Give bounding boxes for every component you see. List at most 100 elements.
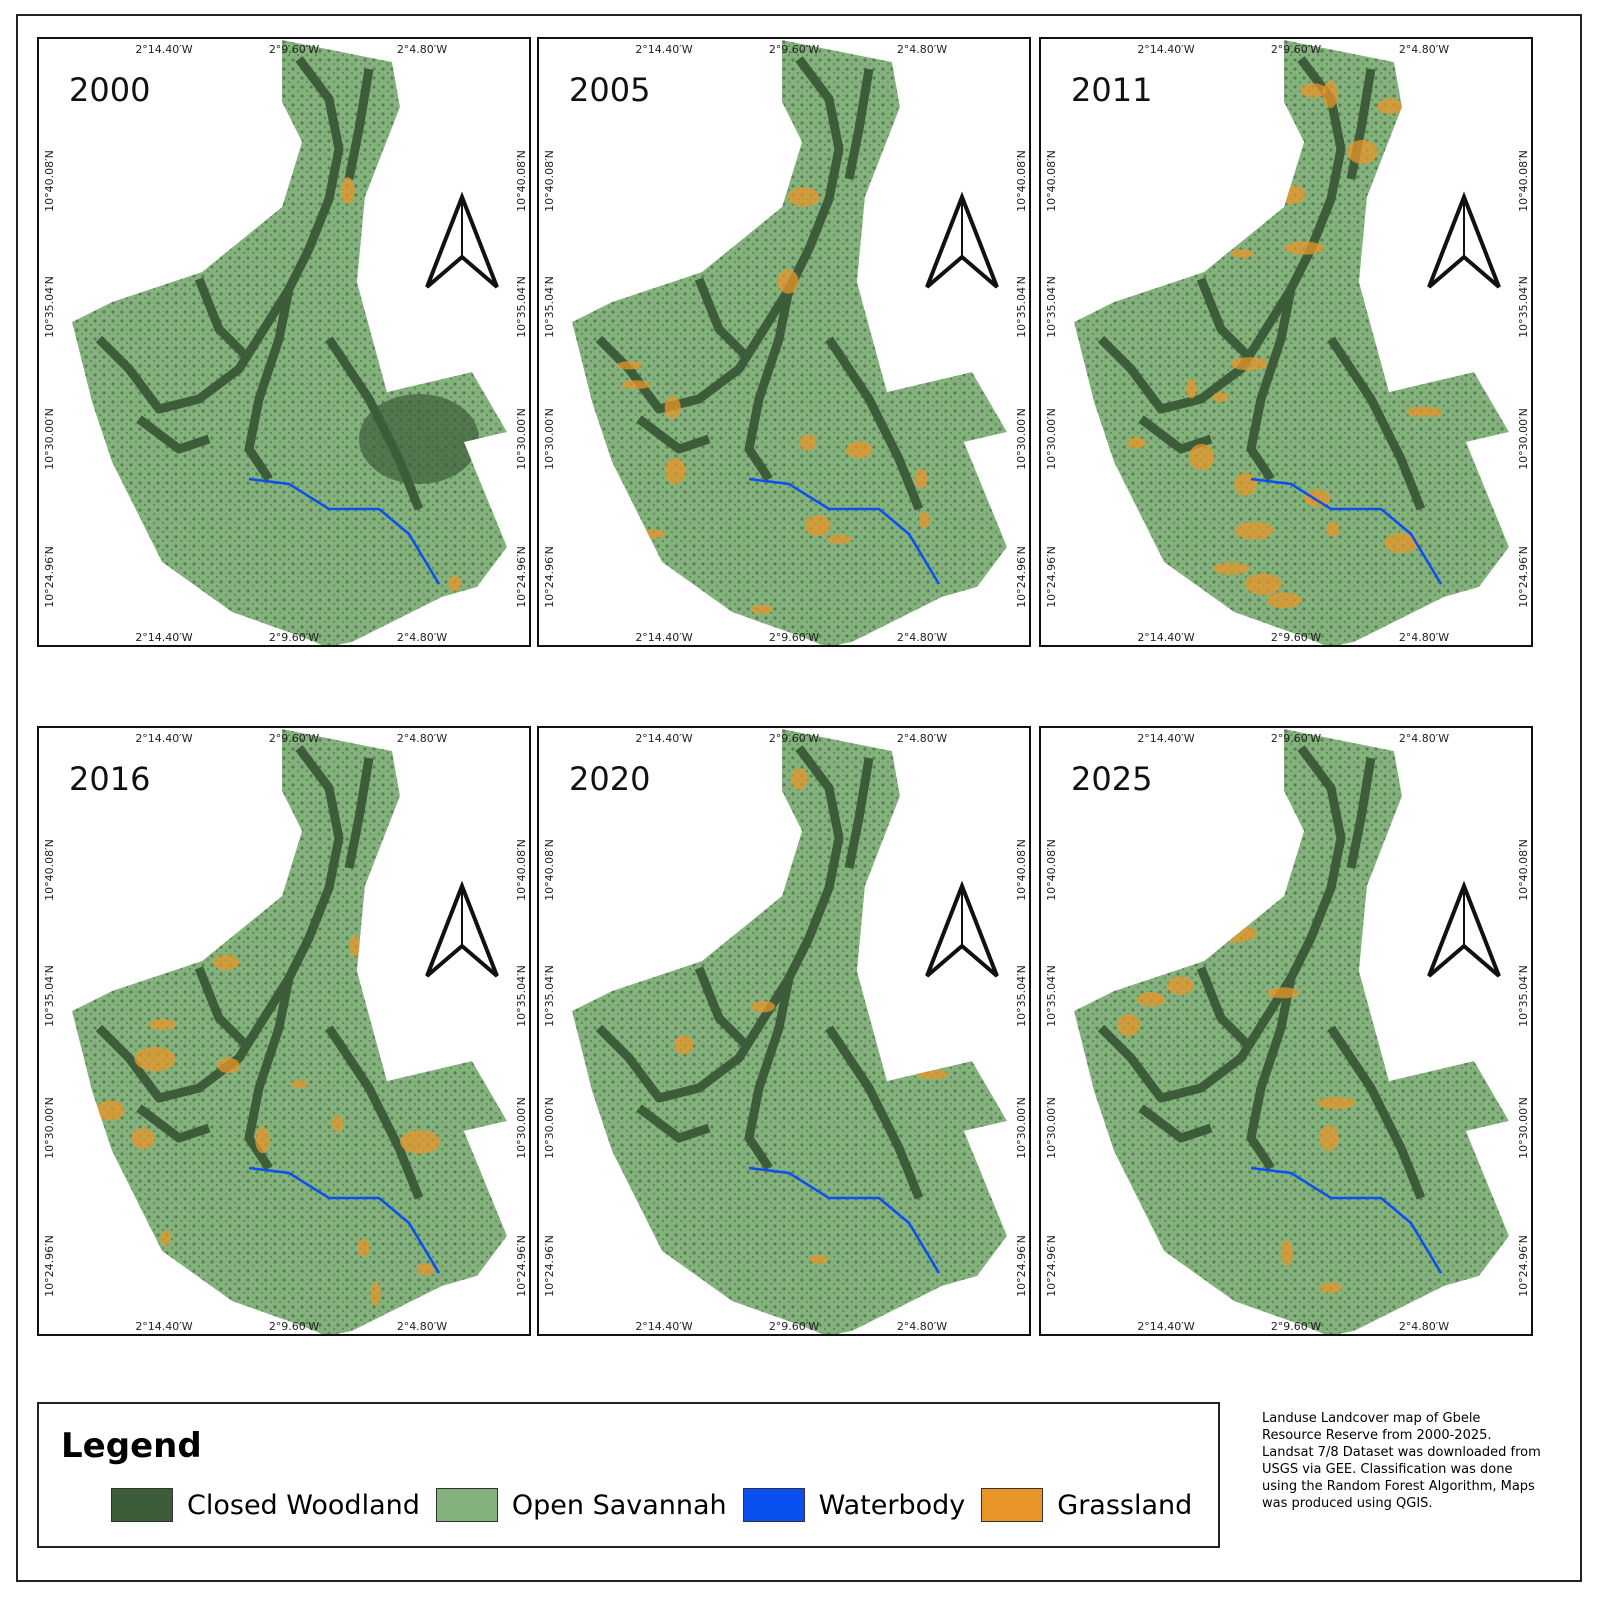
woodland-corridor [244, 977, 294, 1171]
grassland-patch [217, 1057, 240, 1074]
grassland-patch [788, 187, 820, 207]
grassland-patch [846, 441, 873, 459]
grassland-patch [799, 434, 817, 451]
grassland-patch [916, 1023, 940, 1033]
grassland-patch [1180, 838, 1206, 866]
year-label: 2011 [1071, 71, 1152, 109]
reserve-map [572, 40, 1007, 645]
lat-label-right: 10°30.00′N [1015, 408, 1028, 470]
grassland-patch [1304, 489, 1331, 507]
lon-label-bottom: 2°4.80′W [397, 631, 447, 644]
grassland-patch [447, 750, 476, 773]
year-label: 2005 [569, 71, 650, 109]
grassland-patch [240, 788, 253, 800]
lat-label-left: 10°40.08′N [1045, 150, 1058, 212]
grassland-patch [96, 747, 127, 756]
lat-label-right: 10°35.04′N [515, 965, 528, 1027]
grassland-patch [1245, 573, 1282, 596]
grassland-patch [973, 852, 988, 870]
grassland-patch [340, 177, 355, 204]
grassland-patch [1117, 278, 1129, 290]
legend-swatch [111, 1488, 173, 1522]
lat-label-left: 10°24.96′N [43, 546, 56, 608]
woodland-corridor [694, 277, 753, 363]
grassland-patch [1406, 406, 1442, 417]
grassland-patch [1278, 185, 1306, 205]
lat-label-right: 10°40.08′N [1015, 839, 1028, 901]
year-label: 2020 [569, 760, 650, 798]
grassland-patch [1300, 83, 1327, 98]
grassland-patch [1234, 473, 1257, 496]
grassland-patch [244, 156, 271, 170]
legend-item: Grassland [981, 1488, 1192, 1522]
grassland-patch [915, 1069, 949, 1080]
grassland-patch [632, 529, 666, 539]
lon-label-bottom: 2°14.40′W [1137, 631, 1194, 644]
lon-label-bottom: 2°9.60′W [1271, 631, 1321, 644]
woodland-corridor [1327, 1025, 1426, 1200]
legend-label: Open Savannah [511, 1489, 727, 1521]
lon-label-bottom: 2°9.60′W [1271, 1320, 1321, 1333]
grassland-patch [1212, 392, 1229, 403]
grassland-patch [331, 1115, 344, 1132]
lon-label-bottom: 2°9.60′W [769, 1320, 819, 1333]
grassland-patch [1126, 437, 1146, 449]
grassland-patch [1318, 1125, 1339, 1151]
lat-label-left: 10°35.04′N [543, 965, 556, 1027]
legend-item: Closed Woodland [111, 1488, 420, 1522]
grassland-patch [1230, 357, 1269, 371]
lat-label-left: 10°35.04′N [543, 276, 556, 338]
lat-label-left: 10°30.00′N [543, 1097, 556, 1159]
lon-label-top: 2°14.40′W [135, 732, 192, 745]
grassland-patch [462, 991, 484, 1013]
grassland-patch [1450, 143, 1489, 155]
legend-items: Closed Woodland Open Savannah Waterbody Gra… [111, 1488, 1192, 1522]
lat-label-left: 10°40.08′N [543, 150, 556, 212]
lon-label-top: 2°9.60′W [269, 43, 319, 56]
lon-label-top: 2°14.40′W [135, 43, 192, 56]
woodland-corridor [344, 757, 374, 869]
woodland-corridor [636, 1104, 711, 1143]
lat-label-left: 10°24.96′N [43, 1235, 56, 1297]
lat-label-left: 10°30.00′N [1045, 1097, 1058, 1159]
lon-label-bottom: 2°4.80′W [1399, 631, 1449, 644]
lon-label-top: 2°9.60′W [269, 732, 319, 745]
grassland-patch [1384, 533, 1419, 553]
grassland-patch [680, 753, 711, 780]
lat-label-right: 10°35.04′N [1517, 965, 1530, 1027]
woodland-corridor [1246, 977, 1296, 1171]
grassland-patch [1117, 1013, 1140, 1037]
river [248, 1166, 441, 1274]
lon-label-top: 2°9.60′W [769, 43, 819, 56]
grassland-patch [674, 1035, 694, 1055]
grassland-patch [751, 1000, 776, 1013]
lat-label-right: 10°24.96′N [515, 546, 528, 608]
lat-label-right: 10°40.08′N [515, 150, 528, 212]
lon-label-bottom: 2°14.40′W [135, 1320, 192, 1333]
lat-label-right: 10°35.04′N [1015, 276, 1028, 338]
lon-label-bottom: 2°14.40′W [1137, 1320, 1194, 1333]
reserve-map [572, 729, 1007, 1334]
grassland-patch [932, 792, 963, 819]
grassland-patch [1346, 139, 1378, 164]
lon-label-top: 2°4.80′W [1399, 732, 1449, 745]
legend-title: Legend [61, 1426, 202, 1466]
grassland-patch [700, 856, 721, 883]
grassland-patch [1249, 865, 1283, 882]
woodland-corridor [825, 336, 924, 511]
lat-label-right: 10°24.96′N [1015, 1235, 1028, 1297]
grassland-patch [790, 768, 808, 790]
grassland-patch [621, 380, 651, 390]
lat-label-right: 10°35.04′N [1015, 965, 1028, 1027]
lat-label-left: 10°24.96′N [1045, 1235, 1058, 1297]
grassland-patch [960, 1038, 995, 1062]
lat-label-right: 10°24.96′N [1517, 1235, 1530, 1297]
grassland-patch [677, 110, 713, 123]
grassland-patch [400, 1130, 441, 1154]
grassland-patch [665, 457, 686, 485]
grassland-patch [1186, 379, 1197, 399]
woodland-corridor [1196, 277, 1255, 363]
grassland-patch [1190, 840, 1219, 864]
lat-label-right: 10°24.96′N [1517, 546, 1530, 608]
woodland-block [359, 394, 479, 484]
